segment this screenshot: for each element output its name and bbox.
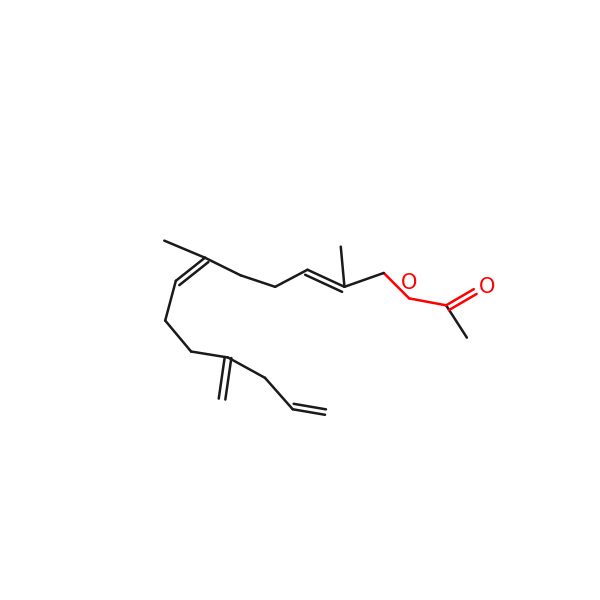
Text: O: O bbox=[478, 277, 495, 297]
Text: O: O bbox=[401, 273, 418, 293]
